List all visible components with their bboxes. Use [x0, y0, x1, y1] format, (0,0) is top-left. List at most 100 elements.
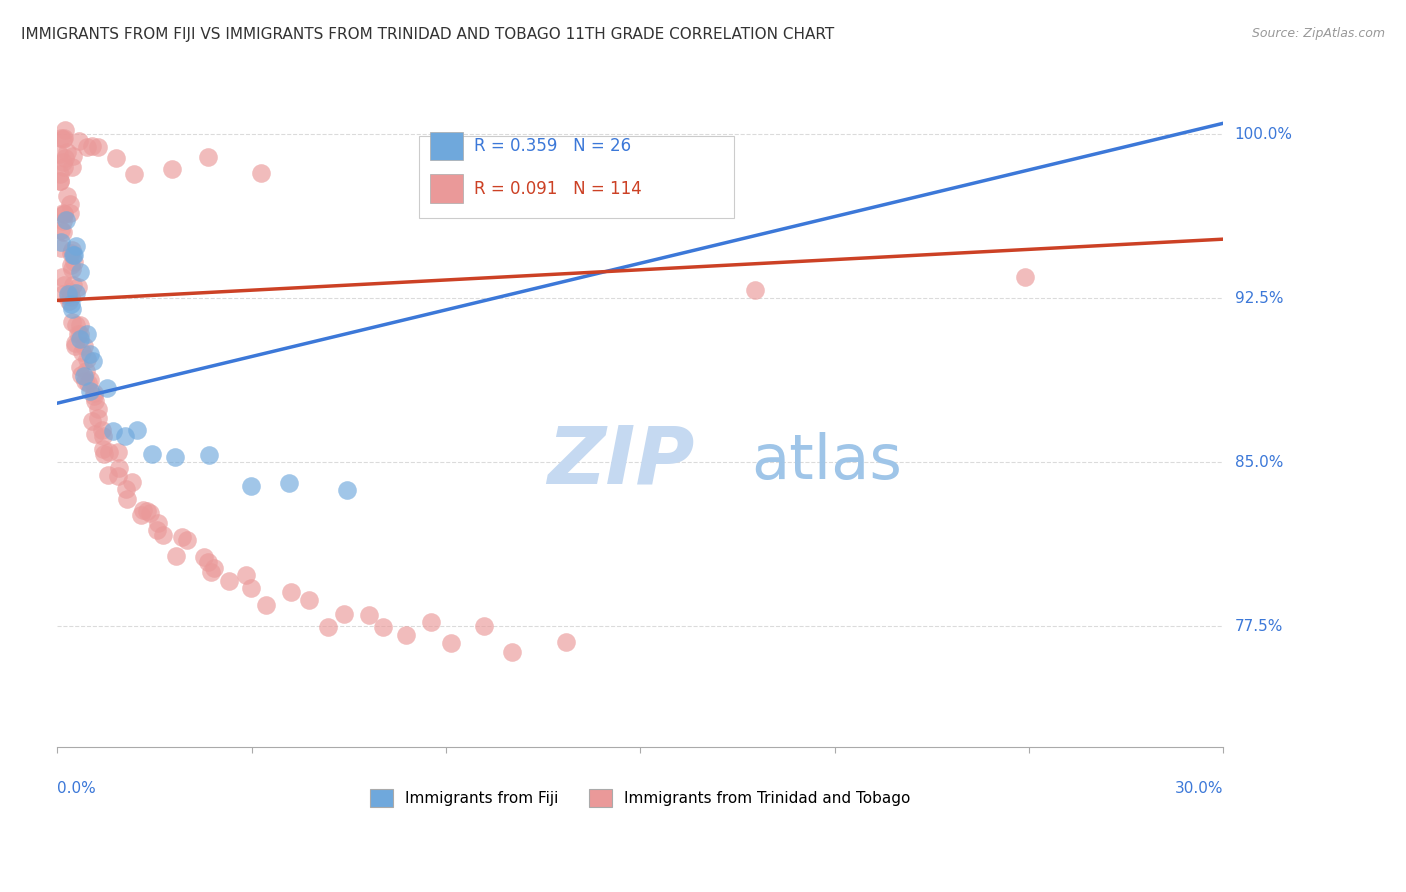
Point: [280, 585, 302, 599]
Bar: [430, 132, 463, 160]
Point: [58, 285, 80, 300]
Point: [744, 283, 766, 297]
Text: atlas: atlas: [751, 432, 903, 491]
Point: [60, 243, 83, 257]
Point: [197, 555, 219, 569]
Point: [58, 293, 80, 308]
Point: [69, 327, 91, 342]
Point: [69, 359, 91, 374]
Point: [60, 258, 83, 272]
Point: [60, 161, 83, 175]
Point: [60, 262, 83, 277]
Point: [56, 288, 79, 302]
Point: [336, 483, 359, 497]
Point: [239, 581, 262, 595]
Text: 77.5%: 77.5%: [1234, 619, 1282, 634]
Point: [254, 598, 277, 612]
Point: [83, 386, 105, 401]
Point: [373, 620, 395, 634]
Point: [52, 207, 75, 221]
Point: [139, 506, 162, 520]
Text: Source: ZipAtlas.com: Source: ZipAtlas.com: [1251, 27, 1385, 40]
Point: [63, 248, 86, 262]
Point: [59, 290, 82, 304]
Point: [83, 389, 105, 403]
Point: [67, 280, 90, 294]
Point: [70, 368, 93, 383]
Point: [103, 424, 125, 438]
Point: [70, 345, 93, 359]
Point: [148, 516, 170, 531]
Point: [60, 315, 83, 329]
Point: [440, 636, 463, 650]
Text: R = 0.359   N = 26: R = 0.359 N = 26: [474, 136, 631, 155]
Point: [83, 393, 105, 408]
Text: 0.0%: 0.0%: [58, 781, 96, 797]
Point: [66, 327, 89, 342]
Point: [65, 318, 87, 332]
Point: [87, 402, 110, 417]
Point: [420, 615, 443, 629]
Point: [53, 122, 76, 136]
Point: [48, 174, 70, 188]
Point: [127, 423, 149, 437]
Point: [52, 154, 75, 169]
Point: [105, 151, 128, 165]
Text: IMMIGRANTS FROM FIJI VS IMMIGRANTS FROM TRINIDAD AND TOBAGO 11TH GRADE CORRELATI: IMMIGRANTS FROM FIJI VS IMMIGRANTS FROM …: [21, 27, 834, 42]
Text: 30.0%: 30.0%: [1175, 781, 1223, 797]
Point: [218, 574, 240, 589]
Point: [60, 246, 83, 260]
Point: [152, 527, 174, 541]
Point: [59, 197, 82, 211]
Point: [193, 550, 215, 565]
Point: [53, 151, 76, 165]
Point: [333, 607, 356, 621]
Text: ZIP: ZIP: [547, 423, 695, 500]
Point: [73, 339, 96, 353]
Point: [65, 285, 87, 300]
Point: [395, 628, 418, 642]
Point: [76, 376, 98, 390]
Point: [52, 286, 75, 301]
Point: [202, 561, 225, 575]
Point: [49, 131, 72, 145]
Point: [165, 549, 187, 563]
Point: [76, 351, 98, 366]
Bar: [419, 136, 734, 218]
Point: [53, 277, 76, 292]
Point: [239, 479, 262, 493]
Legend: Immigrants from Fiji, Immigrants from Trinidad and Tobago: Immigrants from Fiji, Immigrants from Tr…: [364, 783, 917, 814]
Point: [298, 593, 321, 607]
Text: 92.5%: 92.5%: [1234, 291, 1284, 306]
Point: [141, 447, 163, 461]
Point: [554, 635, 576, 649]
Point: [107, 468, 129, 483]
Point: [80, 138, 103, 153]
Point: [49, 174, 72, 188]
Point: [62, 255, 84, 269]
Point: [48, 146, 70, 161]
Point: [62, 277, 84, 292]
Point: [1014, 270, 1036, 285]
Point: [53, 207, 76, 221]
Point: [79, 347, 101, 361]
Point: [48, 167, 70, 181]
Point: [87, 140, 110, 154]
Point: [84, 426, 107, 441]
Bar: [430, 174, 463, 202]
Point: [80, 414, 103, 428]
Point: [235, 568, 257, 582]
Point: [56, 145, 79, 159]
Point: [75, 364, 97, 378]
Point: [316, 620, 339, 634]
Point: [87, 410, 110, 425]
Point: [124, 167, 146, 181]
Point: [197, 150, 219, 164]
Point: [79, 373, 101, 387]
Point: [51, 270, 73, 285]
Point: [160, 162, 183, 177]
Point: [51, 132, 73, 146]
Point: [60, 297, 83, 311]
Point: [53, 160, 76, 174]
Point: [107, 445, 129, 459]
